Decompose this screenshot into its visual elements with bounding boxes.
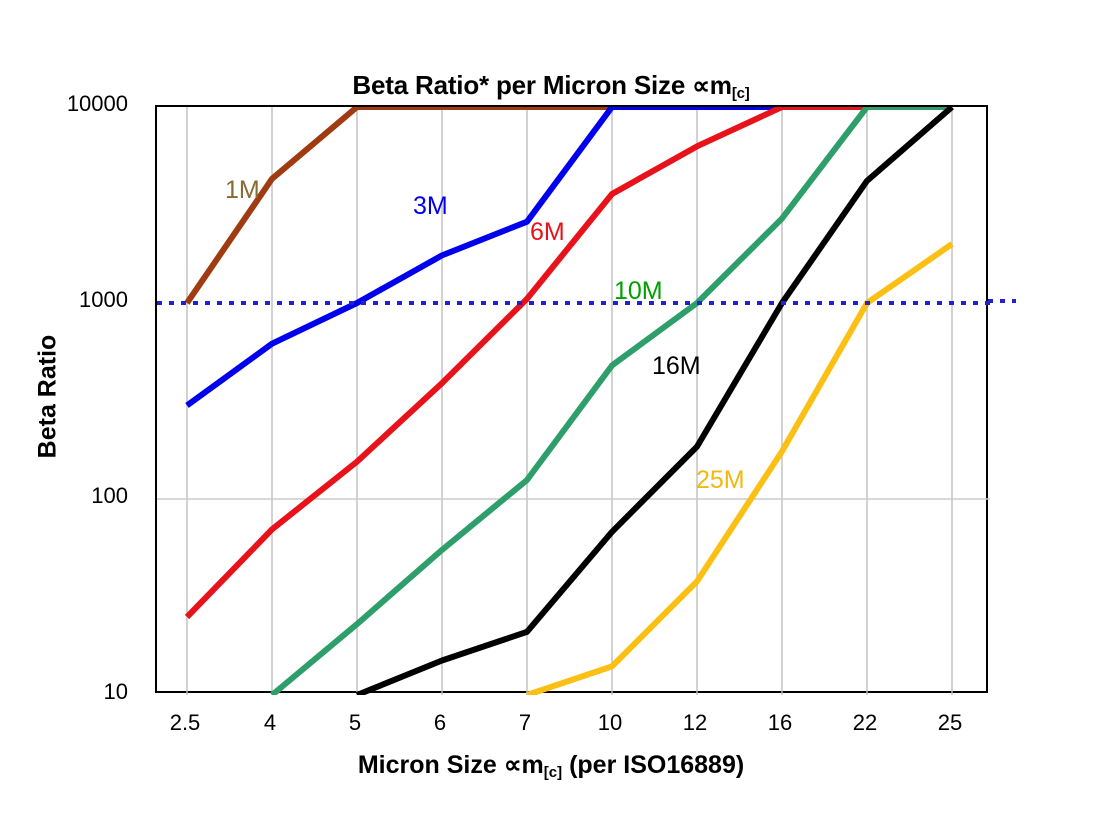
y-tick-100: 100 bbox=[91, 483, 128, 508]
y-axis-title: Beta Ratio bbox=[33, 334, 62, 459]
x-axis-title-subscript: [c] bbox=[543, 764, 563, 781]
x-tick-4: 4 bbox=[263, 710, 277, 735]
x-tick-10: 10 bbox=[597, 710, 623, 735]
x-tick-16: 16 bbox=[767, 710, 793, 735]
y-tick-1000: 1000 bbox=[79, 287, 128, 312]
chart-title: Beta Ratio* per Micron Size ∝m[c] bbox=[0, 70, 1102, 102]
y-tick-10: 10 bbox=[103, 679, 128, 704]
x-axis-title: Micron Size ∝m[c] (per ISO16889) bbox=[0, 750, 1102, 781]
series-line-16M bbox=[355, 107, 954, 695]
y-tick-10000: 10000 bbox=[66, 91, 128, 116]
series-label-10M: 10M bbox=[614, 277, 663, 305]
plot-area bbox=[155, 105, 990, 695]
series-line-1M bbox=[184, 107, 952, 305]
series-label-6M: 6M bbox=[530, 218, 565, 246]
x-tick-22: 22 bbox=[852, 710, 878, 735]
series-line-6M bbox=[184, 107, 952, 620]
x-axis-title-unit: ∝m bbox=[503, 751, 544, 779]
x-tick-5: 5 bbox=[348, 710, 362, 735]
chart-title-unit: ∝m bbox=[692, 72, 732, 100]
x-tick-6: 6 bbox=[433, 710, 447, 735]
series-line-10M bbox=[270, 107, 952, 695]
chart-title-main: Beta Ratio* per Micron Size bbox=[352, 70, 693, 100]
x-axis-title-pre: Micron Size bbox=[357, 751, 504, 779]
series-label-25M: 25M bbox=[696, 466, 745, 494]
series-label-1M: 1M bbox=[225, 176, 260, 204]
series-line-3M bbox=[185, 107, 952, 408]
x-tick-12: 12 bbox=[682, 710, 708, 735]
series-label-16M: 16M bbox=[652, 352, 701, 380]
reference-line-overshoot bbox=[988, 299, 1016, 303]
chart-title-subscript: [c] bbox=[731, 85, 750, 102]
x-tick-2-5: 2.5 bbox=[169, 710, 201, 735]
plot-canvas bbox=[157, 107, 990, 695]
x-tick-7: 7 bbox=[518, 710, 532, 735]
series-line-25M bbox=[526, 241, 954, 695]
x-tick-25: 25 bbox=[937, 710, 963, 735]
series-label-3M: 3M bbox=[413, 192, 448, 220]
x-axis-title-post: (per ISO16889) bbox=[562, 751, 745, 779]
